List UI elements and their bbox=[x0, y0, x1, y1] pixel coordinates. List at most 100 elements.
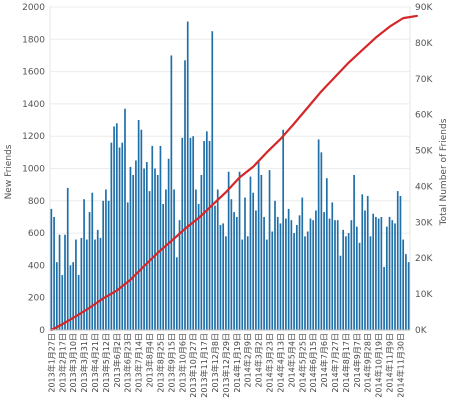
bar bbox=[64, 234, 66, 330]
bar bbox=[249, 176, 252, 330]
x-tick-label: 2013年6月23日 bbox=[123, 333, 133, 393]
bar bbox=[200, 174, 203, 330]
bar bbox=[227, 171, 230, 330]
bar bbox=[197, 204, 200, 330]
bar bbox=[293, 233, 295, 330]
bar bbox=[132, 174, 135, 330]
y-axis-right-title: Total Number of Friends bbox=[439, 118, 449, 226]
y-right-tick-label: 0K bbox=[415, 326, 428, 336]
bar bbox=[353, 174, 355, 330]
y-left-tick-label: 0 bbox=[39, 326, 45, 336]
bar bbox=[208, 141, 211, 330]
x-tick-label: 2014年1月19日 bbox=[232, 333, 242, 393]
bar bbox=[285, 218, 287, 330]
bar bbox=[140, 129, 143, 330]
bar bbox=[233, 212, 235, 330]
bar bbox=[219, 225, 222, 330]
bar bbox=[306, 231, 309, 330]
bar bbox=[355, 226, 358, 330]
bar bbox=[143, 168, 145, 330]
bar bbox=[137, 120, 140, 330]
bar bbox=[290, 220, 293, 330]
x-tick-label: 2013年4月21日 bbox=[90, 333, 100, 393]
x-tick-label: 2014年6月15日 bbox=[308, 333, 318, 393]
y-left-tick-label: 1800 bbox=[22, 35, 45, 45]
x-tick-label: 2014年3月23日 bbox=[265, 333, 275, 393]
bar bbox=[121, 142, 124, 330]
x-tick-label: 2013年10月6日 bbox=[177, 333, 187, 393]
bar bbox=[301, 197, 304, 330]
y-right-tick-label: 40K bbox=[415, 182, 433, 192]
bar bbox=[347, 233, 350, 330]
x-tick-label: 2013年8月25日 bbox=[156, 333, 166, 393]
bar bbox=[222, 223, 225, 330]
bar bbox=[282, 129, 285, 330]
bar bbox=[350, 220, 353, 330]
bar bbox=[252, 192, 255, 330]
bar bbox=[186, 21, 189, 330]
bar bbox=[83, 199, 85, 330]
y-right-tick-label: 20K bbox=[415, 254, 433, 264]
bar bbox=[80, 237, 83, 330]
y-right-tick-label: 80K bbox=[415, 39, 433, 49]
x-tick-label: 2014年7月27日 bbox=[330, 333, 340, 393]
bar bbox=[298, 215, 301, 330]
x-tick-label: 2013年5月12日 bbox=[101, 333, 111, 393]
bar bbox=[230, 199, 233, 330]
y-left-tick-label: 1400 bbox=[22, 100, 45, 110]
y-right-tick-label: 60K bbox=[415, 111, 433, 121]
bar bbox=[113, 126, 115, 330]
total-friends-line bbox=[50, 14, 418, 332]
bar bbox=[173, 189, 175, 330]
bar bbox=[325, 178, 328, 330]
bar bbox=[402, 239, 405, 330]
y-left-tick-label: 400 bbox=[28, 261, 45, 271]
x-tick-label: 2014年10月19日 bbox=[374, 333, 384, 398]
bar bbox=[135, 160, 137, 330]
axes: 0 200 400 600 800 1000 1200 1400 1600 1800 2000 0K 1… bbox=[22, 3, 433, 398]
bar bbox=[195, 189, 197, 330]
bar bbox=[181, 137, 184, 330]
bar bbox=[315, 210, 317, 330]
x-tick-label: 2013年12月8日 bbox=[210, 333, 220, 393]
bar bbox=[339, 255, 342, 330]
bar bbox=[268, 170, 271, 330]
bar bbox=[110, 142, 113, 330]
bar bbox=[69, 265, 72, 330]
bar bbox=[323, 212, 325, 330]
bar bbox=[205, 131, 208, 330]
bar bbox=[405, 254, 407, 330]
bar bbox=[96, 229, 99, 330]
bar bbox=[118, 147, 121, 330]
bar bbox=[115, 123, 118, 330]
bar bbox=[203, 141, 205, 330]
bar bbox=[225, 236, 227, 330]
bar-series bbox=[50, 21, 410, 331]
x-tick-label: 2014年5月25日 bbox=[297, 333, 307, 393]
bar bbox=[154, 168, 156, 330]
x-tick-label: 2013年8月4日 bbox=[145, 333, 155, 388]
bar bbox=[366, 195, 369, 330]
bar bbox=[58, 234, 61, 330]
bar bbox=[159, 145, 162, 330]
y-left-tick-label: 1200 bbox=[22, 132, 45, 142]
bar bbox=[342, 229, 345, 330]
bar bbox=[279, 223, 282, 330]
line-series bbox=[50, 14, 418, 332]
bar bbox=[407, 262, 410, 330]
y-right-tick-label: 70K bbox=[415, 75, 433, 85]
bar bbox=[151, 145, 154, 330]
bar bbox=[287, 208, 290, 331]
y-left-tick-label: 1000 bbox=[22, 165, 45, 175]
bar bbox=[334, 220, 336, 330]
x-tick-label: 2014年9月7日 bbox=[352, 333, 362, 388]
bar bbox=[211, 31, 214, 330]
bar bbox=[241, 239, 244, 330]
bar bbox=[214, 205, 216, 330]
bar bbox=[364, 210, 366, 330]
bar bbox=[53, 216, 55, 330]
bar bbox=[126, 202, 129, 330]
bar bbox=[377, 218, 380, 330]
bar bbox=[257, 162, 260, 330]
